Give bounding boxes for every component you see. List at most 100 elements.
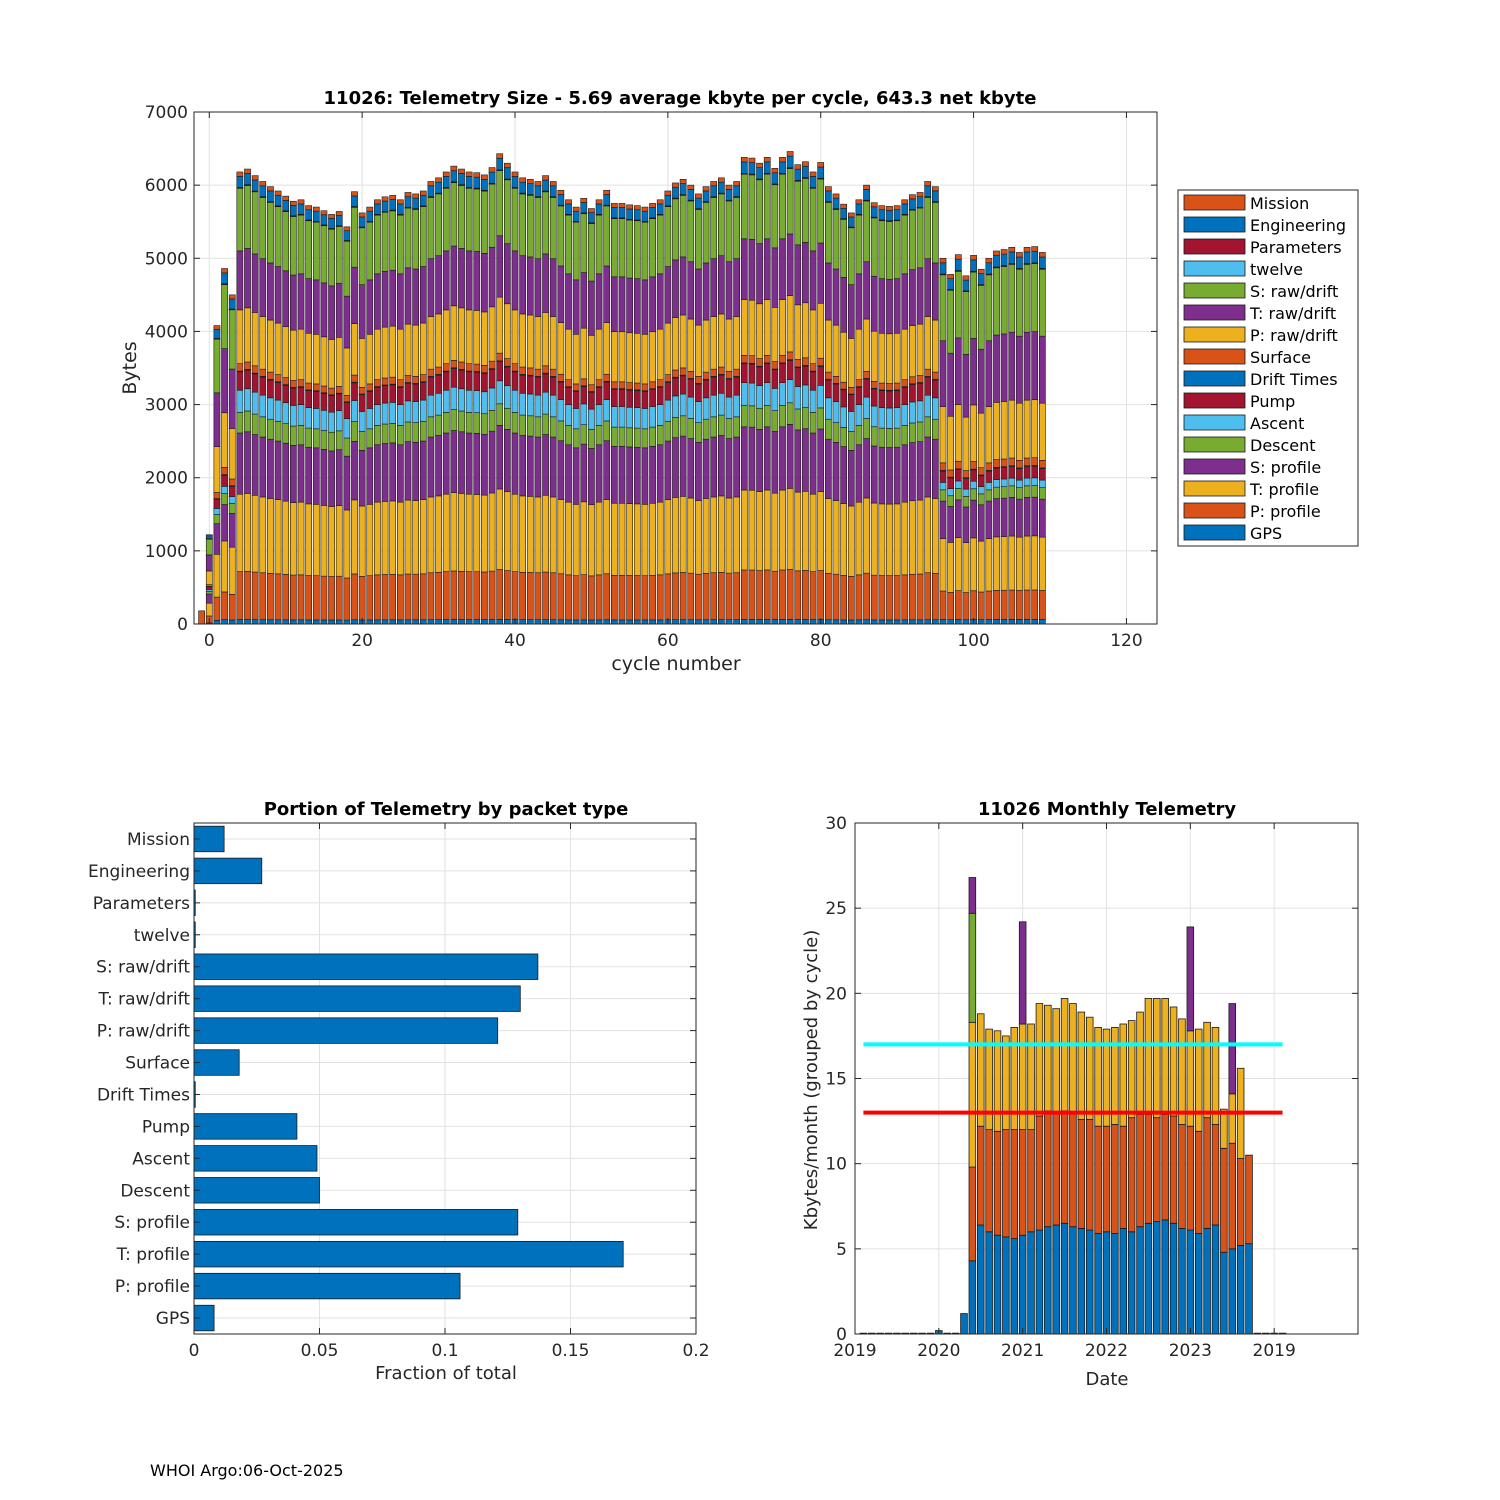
- bar-segment: [1000, 401, 1008, 460]
- bar-segment: [626, 619, 633, 625]
- bar-segment: [603, 381, 611, 401]
- bar-segment: [924, 181, 932, 187]
- bar-segment: [267, 379, 274, 399]
- monthly-bar-segment: [1228, 1093, 1237, 1144]
- bar-segment: [297, 214, 305, 275]
- bar-segment: [481, 252, 488, 313]
- bar-segment: [1016, 268, 1023, 337]
- bar-segment: [748, 162, 756, 175]
- bar-segment: [366, 447, 374, 505]
- bar-segment: [542, 373, 549, 393]
- bar-segment: [259, 197, 267, 260]
- bar-segment: [1016, 468, 1023, 481]
- bar-segment: [236, 250, 244, 311]
- bar-segment: [320, 409, 328, 431]
- bar-segment: [297, 425, 305, 446]
- bar-segment: [404, 619, 412, 625]
- bar-segment: [672, 619, 679, 625]
- bar-segment: [870, 206, 878, 218]
- bar-segment: [328, 619, 335, 625]
- bar-segment: [236, 389, 244, 413]
- bar-segment: [396, 404, 404, 426]
- bar-segment: [427, 394, 435, 418]
- bar-segment: [824, 619, 832, 625]
- bar-segment: [335, 225, 343, 284]
- bar-segment: [695, 573, 702, 621]
- bar-segment: [427, 197, 435, 260]
- bar-segment: [1031, 496, 1039, 537]
- bar-segment: [565, 273, 572, 330]
- bar-segment: [947, 542, 954, 593]
- bar-segment: [779, 354, 786, 364]
- bar-segment: [855, 203, 863, 215]
- bar-segment: [1008, 247, 1016, 253]
- top-chart: 11026: Telemetry Size - 5.69 average kby…: [119, 88, 1359, 675]
- bar-segment: [503, 303, 511, 359]
- bar-segment: [610, 406, 618, 428]
- bar-segment: [672, 198, 679, 261]
- bar-segment: [847, 394, 855, 412]
- monthly-bar-segment: [1144, 1113, 1153, 1224]
- bar-segment: [847, 216, 855, 228]
- bar-segment: [847, 284, 855, 339]
- bar-segment: [985, 340, 993, 407]
- bar-segment: [450, 182, 458, 247]
- bar-segment: [588, 504, 595, 577]
- bar-segment: [733, 258, 740, 317]
- bar-segment: [358, 227, 366, 285]
- bar-segment: [763, 299, 771, 356]
- bar-segment: [977, 273, 985, 285]
- legend-swatch: [1183, 304, 1246, 321]
- bar-segment: [779, 619, 786, 625]
- bar-segment: [274, 619, 282, 625]
- bar-segment: [450, 165, 458, 171]
- bar-segment: [870, 202, 878, 208]
- bar-segment: [970, 488, 977, 501]
- monthly-bar-segment: [1186, 1125, 1195, 1231]
- legend-label: GPS: [1250, 524, 1282, 543]
- bar-segment: [312, 391, 320, 409]
- bar-segment: [886, 278, 893, 335]
- bar-segment: [297, 203, 305, 215]
- bar-segment: [664, 420, 672, 442]
- bar-segment: [824, 418, 832, 440]
- bar-segment: [916, 619, 924, 625]
- hbar-bar: [193, 1145, 318, 1172]
- monthly-bar-segment: [1052, 1112, 1060, 1226]
- bar-segment: [1016, 252, 1023, 258]
- bar-segment: [496, 153, 504, 159]
- bar-segment: [977, 493, 985, 506]
- bar-segment: [824, 202, 832, 264]
- bar-segment: [305, 382, 313, 391]
- bar-segment: [817, 491, 825, 571]
- monthly-bar-segment: [1211, 1224, 1220, 1335]
- bar-segment: [656, 619, 664, 625]
- bar-segment: [328, 431, 335, 452]
- bar-segment: [977, 540, 985, 593]
- bar-segment: [817, 407, 825, 430]
- bar-segment: [962, 416, 970, 471]
- bar-segment: [649, 619, 656, 625]
- bar-segment: [633, 575, 641, 621]
- bar-segment: [297, 404, 305, 426]
- bar-segment: [542, 494, 549, 573]
- monthly-bar-segment: [985, 1129, 993, 1233]
- category-label: Ascent: [132, 1149, 190, 1169]
- bar-segment: [213, 508, 221, 515]
- bar-segment: [610, 389, 618, 407]
- bar-segment: [488, 410, 496, 432]
- bar-segment: [251, 494, 259, 573]
- bar-segment: [366, 428, 374, 449]
- bar-segment: [824, 319, 832, 373]
- bar-segment: [786, 568, 794, 620]
- bar-segment: [939, 500, 947, 539]
- bar-segment: [824, 186, 832, 192]
- bar-segment: [328, 411, 335, 433]
- bar-segment: [985, 257, 993, 264]
- bar-segment: [481, 174, 488, 180]
- bar-segment: [274, 322, 282, 375]
- bar-segment: [343, 577, 351, 621]
- bar-segment: [450, 430, 458, 493]
- bar-segment: [618, 207, 626, 219]
- bar-segment: [503, 570, 511, 620]
